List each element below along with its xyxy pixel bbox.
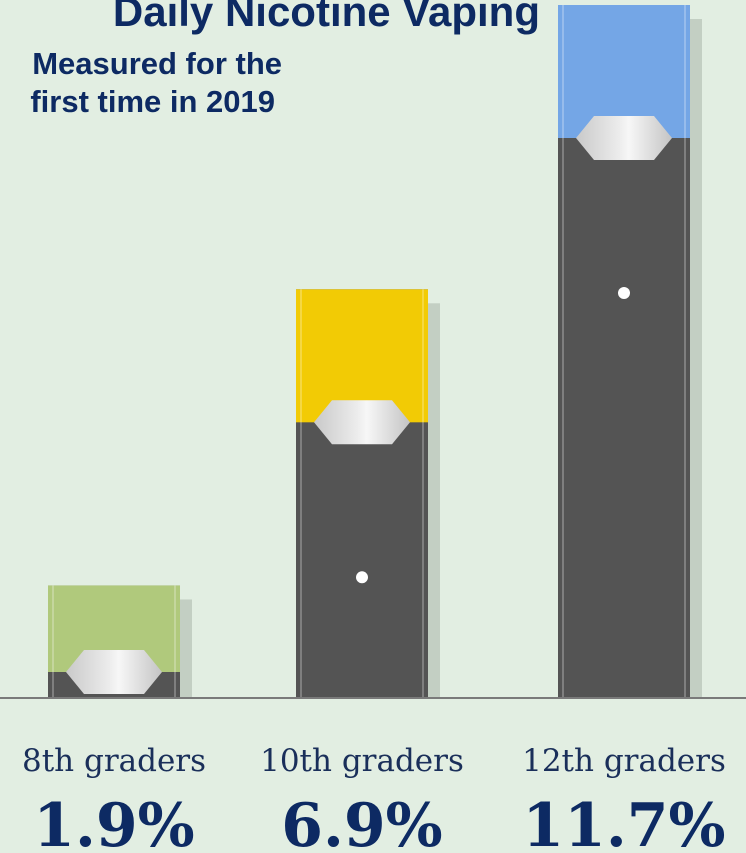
value-label: 1.9% bbox=[33, 791, 194, 853]
subtitle: first time in 2019 bbox=[30, 84, 275, 119]
indicator-dot bbox=[618, 287, 630, 299]
value-label: 6.9% bbox=[281, 791, 442, 853]
value-label: 11.7% bbox=[522, 791, 725, 853]
subtitle: Measured for the bbox=[32, 46, 282, 81]
bar-cap bbox=[558, 5, 690, 138]
bars bbox=[48, 5, 702, 698]
chart-title: Daily Nicotine Vaping bbox=[113, 0, 540, 35]
indicator-dot bbox=[356, 571, 368, 584]
category-label: 8th graders bbox=[22, 743, 206, 779]
mouthpiece bbox=[66, 650, 162, 694]
mouthpiece bbox=[314, 400, 410, 445]
mouthpiece bbox=[576, 116, 672, 160]
bar-cap bbox=[296, 289, 428, 423]
category-label: 10th graders bbox=[260, 743, 464, 779]
category-label: 12th graders bbox=[522, 743, 726, 779]
